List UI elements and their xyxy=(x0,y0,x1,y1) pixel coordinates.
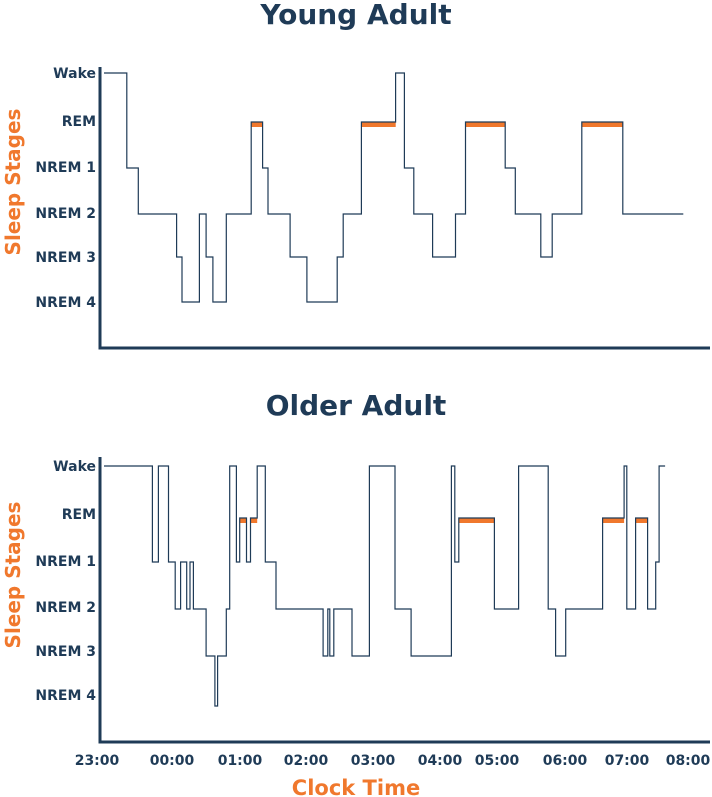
x-tick-0300: 03:00 xyxy=(351,753,396,769)
y-tick-labels-older-adult: Wake REM NREM 1 NREM 2 NREM 3 NREM 4 xyxy=(35,459,96,704)
y-tick-nrem1: NREM 1 xyxy=(35,160,96,176)
y-tick-labels-young-adult: Wake REM NREM 1 NREM 2 NREM 3 NREM 4 xyxy=(35,66,96,311)
x-tick-0000: 00:00 xyxy=(150,753,195,769)
hypnogram-line-young-adult xyxy=(104,72,684,303)
x-tick-0400: 04:00 xyxy=(418,753,463,769)
axes-older-adult xyxy=(98,457,710,744)
chart-title-older-adult: Older Adult xyxy=(266,389,447,422)
rem-period-bar xyxy=(361,122,396,127)
rem-markers-young-adult xyxy=(251,122,623,127)
y-tick-nrem4: NREM 4 xyxy=(35,295,96,311)
rem-period-bar xyxy=(250,518,258,523)
chart-title-young-adult: Young Adult xyxy=(259,0,451,31)
x-tick-0600: 06:00 xyxy=(543,753,588,769)
y-tick-nrem3: NREM 3 xyxy=(35,250,96,266)
panel-older-adult: Older Adult Sleep Stages Wake REM NREM 1… xyxy=(1,389,710,744)
y-tick-rem: REM xyxy=(62,507,96,523)
rem-period-bar xyxy=(458,518,495,523)
rem-period-bar xyxy=(602,518,625,523)
y-tick-nrem3: NREM 3 xyxy=(35,644,96,660)
rem-period-bar xyxy=(251,122,263,127)
hypnogram-line-older-adult xyxy=(104,465,666,707)
y-tick-wake: Wake xyxy=(53,459,96,475)
rem-markers-older-adult xyxy=(239,518,648,523)
y-tick-nrem1: NREM 1 xyxy=(35,554,96,570)
y-tick-nrem2: NREM 2 xyxy=(35,206,96,222)
y-tick-wake: Wake xyxy=(53,66,96,82)
rem-period-bar xyxy=(635,518,648,523)
rem-period-bar xyxy=(581,122,623,127)
y-tick-nrem2: NREM 2 xyxy=(35,600,96,616)
x-tick-0700: 07:00 xyxy=(605,753,650,769)
x-tick-0200: 02:00 xyxy=(284,753,329,769)
y-axis-title-older-adult: Sleep Stages xyxy=(1,502,25,649)
x-tick-labels: 23:00 00:00 01:00 02:00 03:00 04:00 05:0… xyxy=(75,753,711,769)
x-axis-title: Clock Time xyxy=(292,776,420,797)
y-axis-title-young-adult: Sleep Stages xyxy=(1,109,25,256)
y-tick-rem: REM xyxy=(62,114,96,130)
y-tick-nrem4: NREM 4 xyxy=(35,688,96,704)
x-tick-0100: 01:00 xyxy=(218,753,263,769)
x-tick-0800: 08:00 xyxy=(666,753,711,769)
rem-period-bar xyxy=(465,122,506,127)
axes-young-adult xyxy=(98,67,710,350)
x-tick-2300: 23:00 xyxy=(75,753,120,769)
x-tick-0500: 05:00 xyxy=(475,753,520,769)
panel-young-adult: Young Adult Sleep Stages Wake REM NREM 1… xyxy=(1,0,710,350)
rem-period-bar xyxy=(239,518,247,523)
